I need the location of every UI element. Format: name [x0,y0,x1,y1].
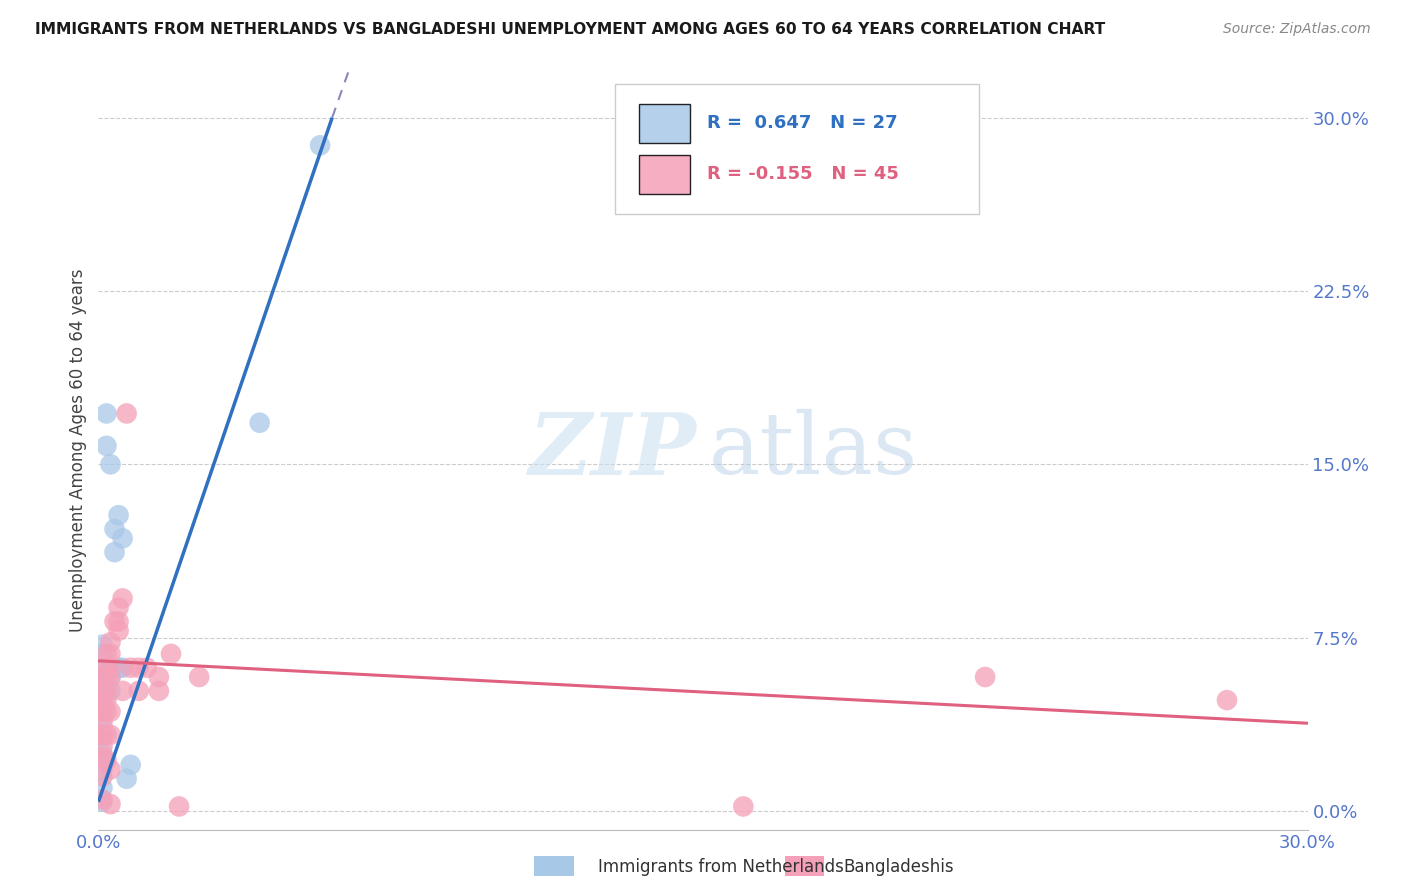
Point [135,661,157,675]
Point [249,416,271,430]
Point [96,647,118,661]
Text: R = -0.155   N = 45: R = -0.155 N = 45 [707,165,898,183]
Point [96,684,118,698]
Point [111,531,134,545]
Point [96,670,118,684]
Point [91,728,114,742]
Point [91,670,114,684]
Point [111,684,134,698]
Point [91,795,114,809]
Point [103,615,125,629]
Point [91,693,114,707]
Point [91,670,114,684]
Point [96,439,118,453]
Point [120,661,142,675]
Point [107,615,129,629]
Point [107,508,129,523]
Y-axis label: Unemployment Among Ages 60 to 64 years: Unemployment Among Ages 60 to 64 years [69,268,87,632]
Point [111,661,134,675]
Point [974,670,997,684]
Point [91,693,114,707]
Text: IMMIGRANTS FROM NETHERLANDS VS BANGLADESHI UNEMPLOYMENT AMONG AGES 60 TO 64 YEAR: IMMIGRANTS FROM NETHERLANDS VS BANGLADES… [35,22,1105,37]
Point [128,661,150,675]
Point [1216,693,1239,707]
Point [120,757,142,772]
Point [103,545,125,559]
Point [103,522,125,536]
Point [107,661,129,675]
Point [115,407,138,421]
Text: Source: ZipAtlas.com: Source: ZipAtlas.com [1223,22,1371,37]
Point [91,780,114,795]
Point [100,728,122,742]
Text: Bangladeshis: Bangladeshis [844,858,955,876]
Point [100,670,122,684]
Point [91,769,114,783]
Point [91,647,114,661]
Point [91,712,114,726]
Point [100,670,122,684]
Point [148,684,170,698]
Point [96,661,118,675]
Point [91,638,114,652]
Point [96,407,118,421]
Point [91,792,114,806]
Text: atlas: atlas [709,409,918,492]
Point [160,647,183,661]
Point [100,705,122,719]
Point [91,763,114,777]
Point [96,753,118,767]
Point [100,458,122,472]
Point [100,661,122,675]
Text: Immigrants from Netherlands: Immigrants from Netherlands [598,858,844,876]
Point [91,716,114,731]
Point [309,138,332,153]
Text: ZIP: ZIP [529,409,697,492]
Point [100,684,122,698]
Point [91,677,114,691]
Point [100,763,122,777]
Point [96,693,118,707]
Point [111,591,134,606]
Point [100,635,122,649]
Point [91,746,114,760]
FancyBboxPatch shape [614,84,979,214]
Text: R =  0.647   N = 27: R = 0.647 N = 27 [707,114,897,132]
Point [96,728,118,742]
Point [733,799,755,814]
Point [91,705,114,719]
Point [100,647,122,661]
Point [167,799,190,814]
Point [91,728,114,742]
Point [107,624,129,638]
Point [128,684,150,698]
Point [115,772,138,786]
Point [91,739,114,754]
FancyBboxPatch shape [638,155,690,194]
Point [91,661,114,675]
Point [91,751,114,765]
Point [148,670,170,684]
Point [96,705,118,719]
Point [107,600,129,615]
Point [91,684,114,698]
Point [188,670,211,684]
FancyBboxPatch shape [638,104,690,144]
Point [100,797,122,811]
